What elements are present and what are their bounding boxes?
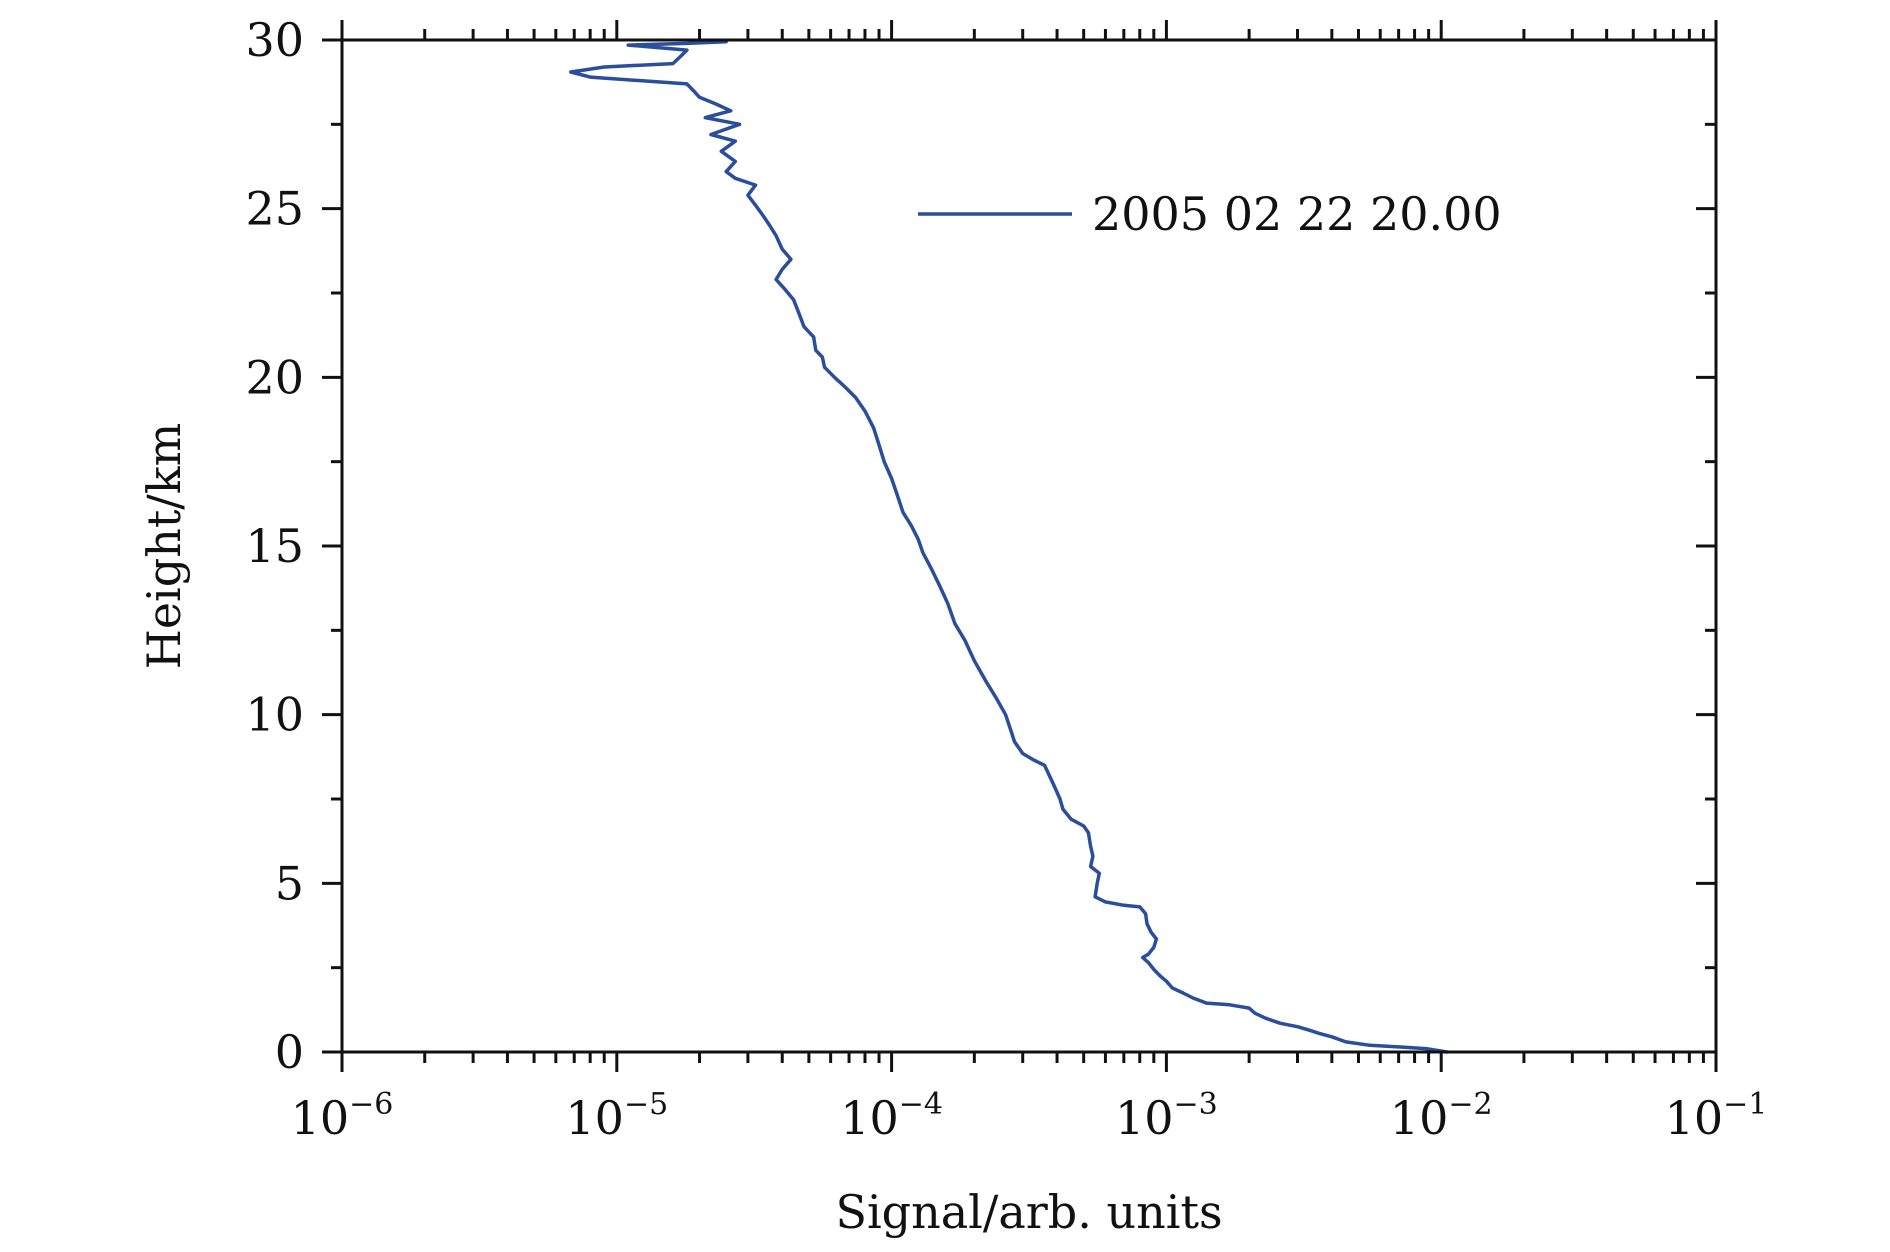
x-tick-base: 10 — [1390, 1091, 1449, 1145]
x-tick-exponent: −1 — [1723, 1087, 1767, 1122]
y-tick-label: 30 — [245, 13, 304, 67]
series-line — [569, 39, 1449, 1054]
x-tick-exponent: −5 — [624, 1087, 668, 1122]
x-tick-label: 10−1 — [1665, 1087, 1768, 1145]
x-tick-base: 10 — [840, 1091, 899, 1145]
tick-marks — [322, 20, 1718, 1072]
y-tick-label: 15 — [245, 519, 304, 573]
y-tick-label: 10 — [245, 688, 304, 742]
x-tick-base: 10 — [291, 1091, 350, 1145]
y-axis-title: Height/km — [137, 423, 191, 670]
y-tick-label: 0 — [275, 1025, 304, 1079]
x-tick-base: 10 — [1665, 1091, 1724, 1145]
x-tick-exponent: −6 — [349, 1087, 393, 1122]
x-tick-exponent: −4 — [899, 1087, 943, 1122]
x-tick-base: 10 — [1115, 1091, 1174, 1145]
legend-label: 2005 02 22 20.00 — [1092, 187, 1502, 241]
x-tick-base: 10 — [565, 1091, 624, 1145]
plot-frame — [340, 38, 1718, 1054]
x-tick-label: 10−3 — [1115, 1087, 1218, 1145]
x-tick-label: 10−4 — [840, 1087, 943, 1145]
x-tick-exponent: −2 — [1448, 1087, 1492, 1122]
x-tick-label: 10−5 — [565, 1087, 668, 1145]
y-tick-label: 20 — [245, 350, 304, 404]
x-tick-exponent: −3 — [1174, 1087, 1218, 1122]
x-tick-label: 10−2 — [1390, 1087, 1493, 1145]
x-axis-title: Signal/arb. units — [835, 1185, 1222, 1239]
legend: 2005 02 22 20.00 — [918, 187, 1502, 241]
y-tick-label: 25 — [245, 182, 304, 236]
y-tick-label: 5 — [275, 856, 304, 910]
x-tick-label: 10−6 — [291, 1087, 394, 1145]
